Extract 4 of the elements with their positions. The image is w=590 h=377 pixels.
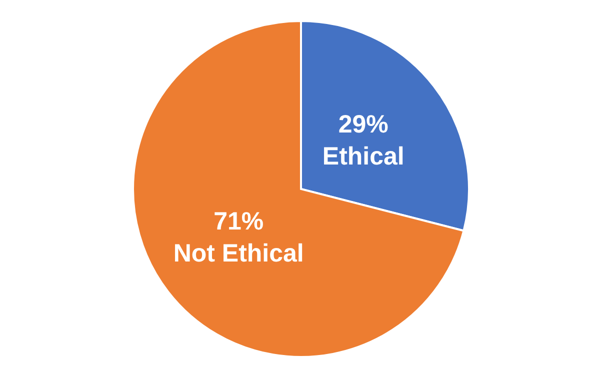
data-label: 71% <box>214 207 264 236</box>
slice-label: Not Ethical <box>173 239 304 268</box>
slice-label: Ethical <box>322 142 404 171</box>
data-label: 29% <box>338 110 388 139</box>
